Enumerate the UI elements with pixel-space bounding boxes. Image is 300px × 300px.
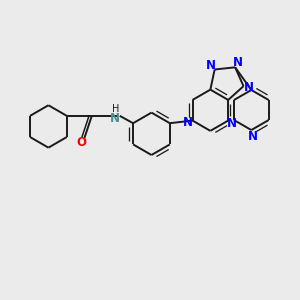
Text: N: N — [110, 112, 120, 125]
Text: N: N — [227, 117, 237, 130]
Text: N: N — [183, 116, 193, 128]
Text: N: N — [206, 59, 216, 72]
Text: N: N — [233, 56, 243, 69]
Text: H: H — [112, 104, 119, 114]
Text: O: O — [76, 136, 86, 149]
Text: N: N — [244, 81, 254, 94]
Text: N: N — [248, 130, 258, 143]
